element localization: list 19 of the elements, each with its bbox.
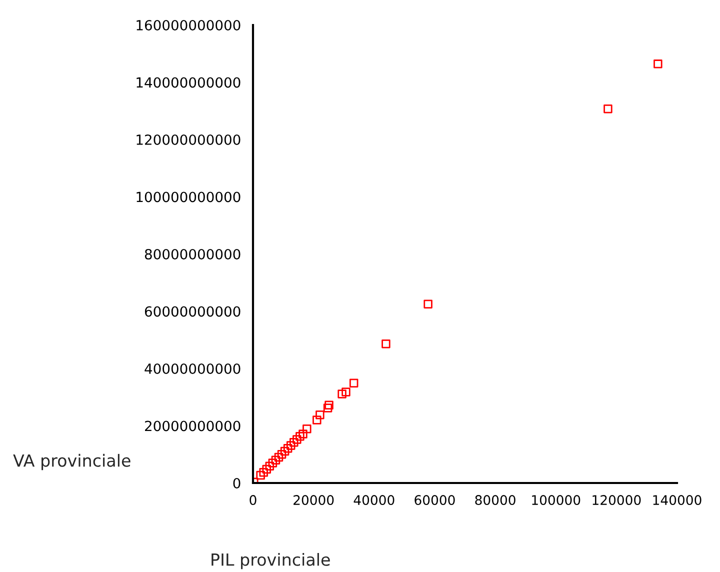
x-axis-title: PIL provinciale: [212, 553, 330, 570]
y-tick-label: 100000000000: [136, 192, 240, 202]
x-tick-label: 60000: [414, 495, 455, 506]
x-tick-label: 0: [250, 495, 256, 506]
y-axis-title: VA provinciale: [13, 454, 130, 470]
y-tick-label: 60000000000: [144, 306, 240, 317]
y-tick-label: 80000000000: [144, 248, 240, 260]
y-tick-label: 40000000000: [144, 363, 240, 374]
x-tick-label: 20000: [294, 495, 334, 506]
x-tick-label: 100000: [532, 495, 580, 506]
y-tick-label: 0: [233, 478, 240, 488]
y-tick-label: 140000000000: [136, 77, 240, 88]
y-tick-label: 20000000000: [145, 420, 240, 432]
y-tick-label: 160000000000: [136, 20, 240, 30]
x-tick-label: 140000: [653, 495, 702, 506]
x-tick-label: 80000: [475, 495, 516, 506]
x-tick-label: 40000: [354, 495, 394, 506]
y-tick-label: 120000000000: [136, 134, 240, 145]
x-tick-label: 120000: [592, 495, 641, 506]
